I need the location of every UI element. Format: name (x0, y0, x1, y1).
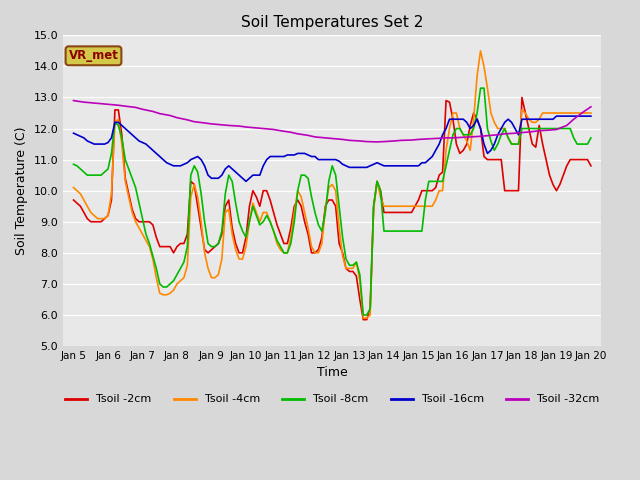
Legend: Tsoil -2cm, Tsoil -4cm, Tsoil -8cm, Tsoil -16cm, Tsoil -32cm: Tsoil -2cm, Tsoil -4cm, Tsoil -8cm, Tsoi… (61, 390, 604, 409)
X-axis label: Time: Time (317, 366, 348, 380)
Title: Soil Temperatures Set 2: Soil Temperatures Set 2 (241, 15, 424, 30)
Y-axis label: Soil Temperature (C): Soil Temperature (C) (15, 126, 28, 255)
Text: VR_met: VR_met (68, 49, 118, 62)
